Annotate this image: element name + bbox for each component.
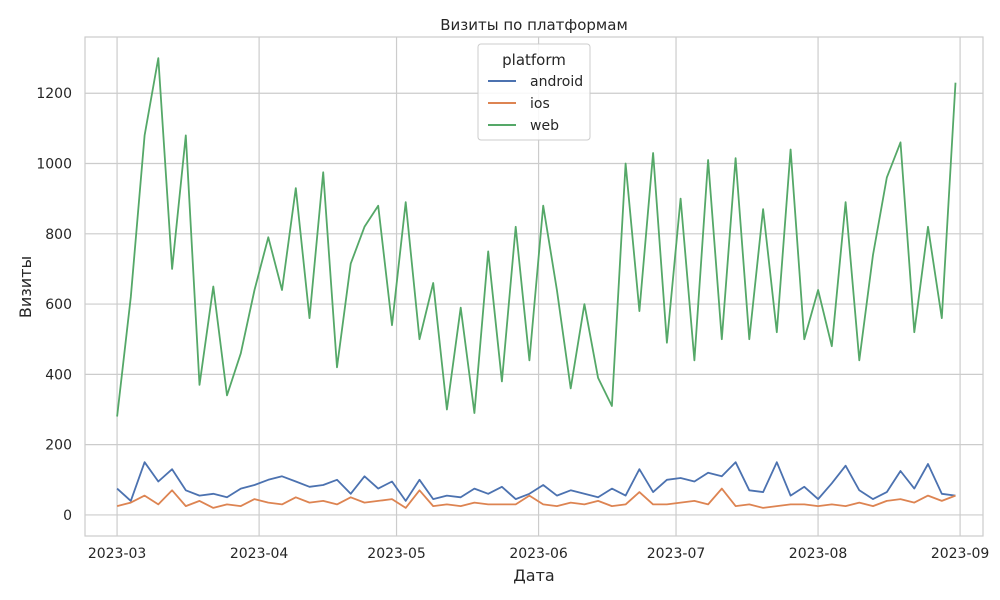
x-tick-label: 2023-03 [88, 546, 147, 562]
y-tick-label: 1000 [36, 157, 72, 173]
y-tick-label: 600 [45, 297, 72, 313]
x-tick-labels: 2023-03 2023-04 2023-05 2023-06 2023-07 2023-… [88, 546, 990, 562]
series-line-android [116, 461, 956, 502]
chart-title: Визиты по платформам [440, 16, 628, 34]
x-tick-label: 2023-09 [931, 546, 990, 562]
legend-label-ios: ios [530, 96, 550, 112]
series-line-web [116, 57, 957, 417]
y-tick-label: 1200 [36, 86, 72, 102]
y-tick-label: 0 [63, 508, 72, 524]
x-tick-label: 2023-07 [647, 546, 706, 562]
x-tick-label: 2023-08 [789, 546, 848, 562]
legend-entries: android ios web [488, 74, 583, 134]
legend-label-android: android [530, 74, 583, 90]
x-tick-label: 2023-06 [509, 546, 568, 562]
legend-title: platform [502, 51, 566, 69]
legend-box [477, 43, 591, 141]
y-tick-label: 200 [45, 438, 72, 454]
y-axis-title: Визиты [16, 256, 35, 318]
series-lines [116, 57, 957, 509]
x-tick-label: 2023-05 [367, 546, 426, 562]
series-line-ios [116, 487, 956, 509]
y-tick-label: 800 [45, 227, 72, 243]
y-tick-labels: 0 200 400 600 800 1000 1200 [36, 86, 72, 524]
legend-label-web: web [530, 118, 559, 134]
legend: platform android ios web [477, 43, 591, 141]
x-tick-label: 2023-04 [230, 546, 289, 562]
x-axis-title: Дата [513, 566, 554, 585]
plot-frame [84, 36, 984, 537]
y-tick-label: 400 [45, 367, 72, 383]
